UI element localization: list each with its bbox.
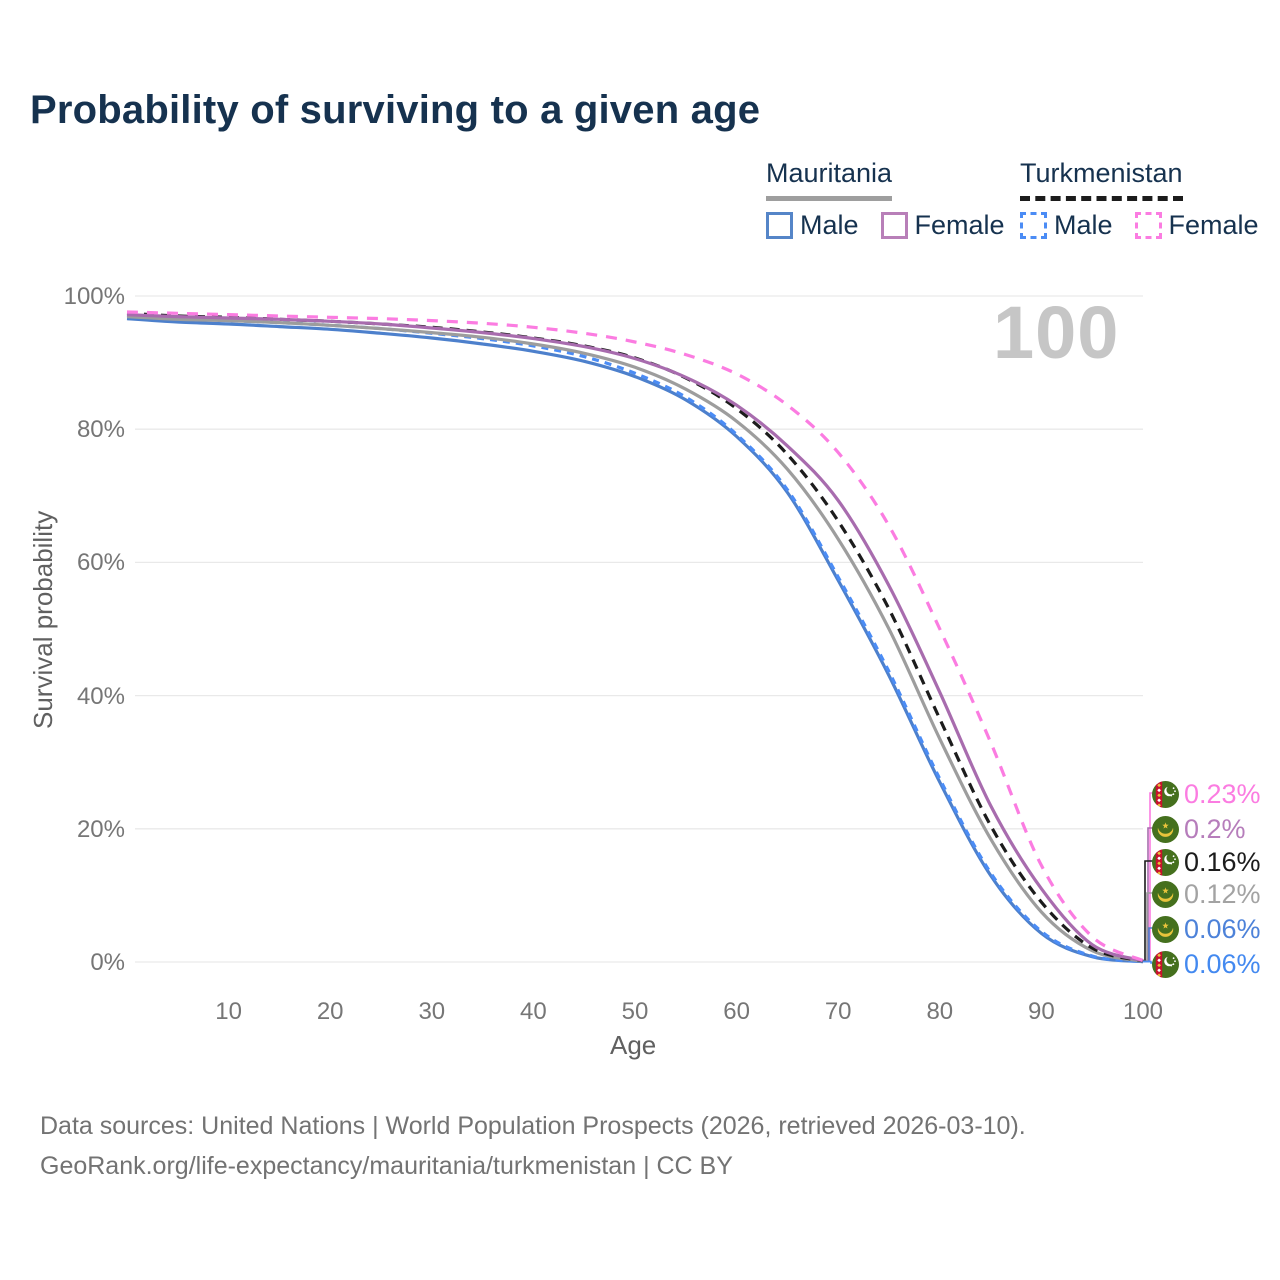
x-tick-label: 80 (926, 998, 954, 1025)
georank-url[interactable]: GeoRank.org/life-expectancy/mauritania/t… (40, 1152, 733, 1180)
y-tick-label: 60% (76, 549, 125, 577)
legend-group-mauritania: Mauritania Male Female (766, 158, 1027, 241)
end-label-mrt-all[interactable]: 0.12% (1152, 879, 1261, 910)
mauritania-male-swatch (766, 212, 793, 239)
turkmenistan-flag-icon (1152, 849, 1179, 876)
mauritania-flag-icon (1152, 816, 1179, 843)
curve-mrt-all[interactable] (126, 315, 1144, 963)
x-tick-label: 90 (1028, 998, 1055, 1025)
end-label-value: 0.16% (1184, 847, 1261, 877)
turkmenistan-flag-icon (1152, 951, 1179, 978)
end-label-tkm-female[interactable]: 0.23% (1152, 779, 1261, 810)
y-axis-title: Survival probability (28, 510, 58, 730)
age-counter-watermark: 100 (993, 291, 1120, 374)
curve-tkm-female[interactable] (126, 310, 1144, 962)
turkmenistan-male-swatch (1020, 212, 1047, 239)
x-axis-title: Age (610, 1030, 657, 1060)
data-sources-text: Data sources: United Nations | World Pop… (40, 1112, 1026, 1140)
legend-item-mauritania-male[interactable]: Male (766, 210, 859, 241)
curve-tkm-all[interactable] (126, 311, 1144, 963)
end-label-value: 0.06% (1184, 949, 1261, 979)
end-label-value: 0.23% (1184, 779, 1261, 809)
y-tick-label: 20% (76, 815, 125, 843)
page-title: Probability of surviving to a given age (30, 88, 761, 132)
end-label-tkm-all[interactable]: 0.16% (1152, 847, 1261, 878)
end-label-connector (1143, 960, 1153, 964)
legend-country-turkmenistan[interactable]: Turkmenistan (1020, 158, 1183, 201)
y-tick-label: 80% (76, 416, 125, 444)
legend-item-label: Male (1054, 210, 1113, 240)
mauritania-female-swatch (880, 212, 908, 239)
x-tick-label: 40 (520, 998, 547, 1025)
x-tick-label: 70 (824, 998, 852, 1025)
end-label-value: 0.2% (1184, 814, 1246, 844)
curve-tkm-male[interactable] (126, 313, 1144, 964)
end-label-value: 0.06% (1184, 914, 1261, 944)
curve-mrt-male[interactable] (126, 317, 1144, 964)
end-label-mrt-male[interactable]: 0.06% (1152, 914, 1261, 945)
legend-item-label: Male (800, 210, 859, 240)
curve-mrt-female[interactable] (126, 313, 1144, 963)
footer: Data sources: United Nations | World Pop… (40, 1106, 1026, 1186)
mauritania-flag-icon (1152, 916, 1179, 943)
mauritania-flag-icon (1152, 881, 1179, 908)
legend-item-turkmenistan-male[interactable]: Male (1020, 210, 1113, 241)
end-label-tkm-male[interactable]: 0.06% (1152, 949, 1261, 980)
y-tick-label: 100% (63, 283, 125, 310)
x-tick-label: 10 (215, 998, 242, 1025)
legend-item-label: Female (1168, 210, 1259, 240)
end-label-value: 0.12% (1184, 879, 1261, 909)
legend-group-turkmenistan: Turkmenistan Male Female (1020, 158, 1280, 241)
x-tick-label: 20 (316, 998, 344, 1025)
legend-item-mauritania-female[interactable]: Female (880, 210, 1005, 241)
x-tick-label: 100 (1122, 998, 1164, 1025)
turkmenistan-female-swatch (1134, 212, 1162, 239)
survival-probability-chart[interactable] (0, 0, 1280, 1090)
y-tick-label: 40% (76, 682, 125, 710)
x-tick-label: 30 (418, 998, 446, 1025)
turkmenistan-flag-icon (1152, 781, 1179, 808)
x-tick-label: 60 (723, 998, 750, 1025)
end-label-mrt-female[interactable]: 0.2% (1152, 814, 1246, 845)
y-tick-label: 0% (90, 949, 125, 976)
x-tick-label: 50 (621, 998, 649, 1025)
legend-item-label: Female (914, 210, 1005, 240)
legend-item-turkmenistan-female[interactable]: Female (1134, 210, 1259, 241)
legend-country-mauritania[interactable]: Mauritania (766, 158, 893, 201)
